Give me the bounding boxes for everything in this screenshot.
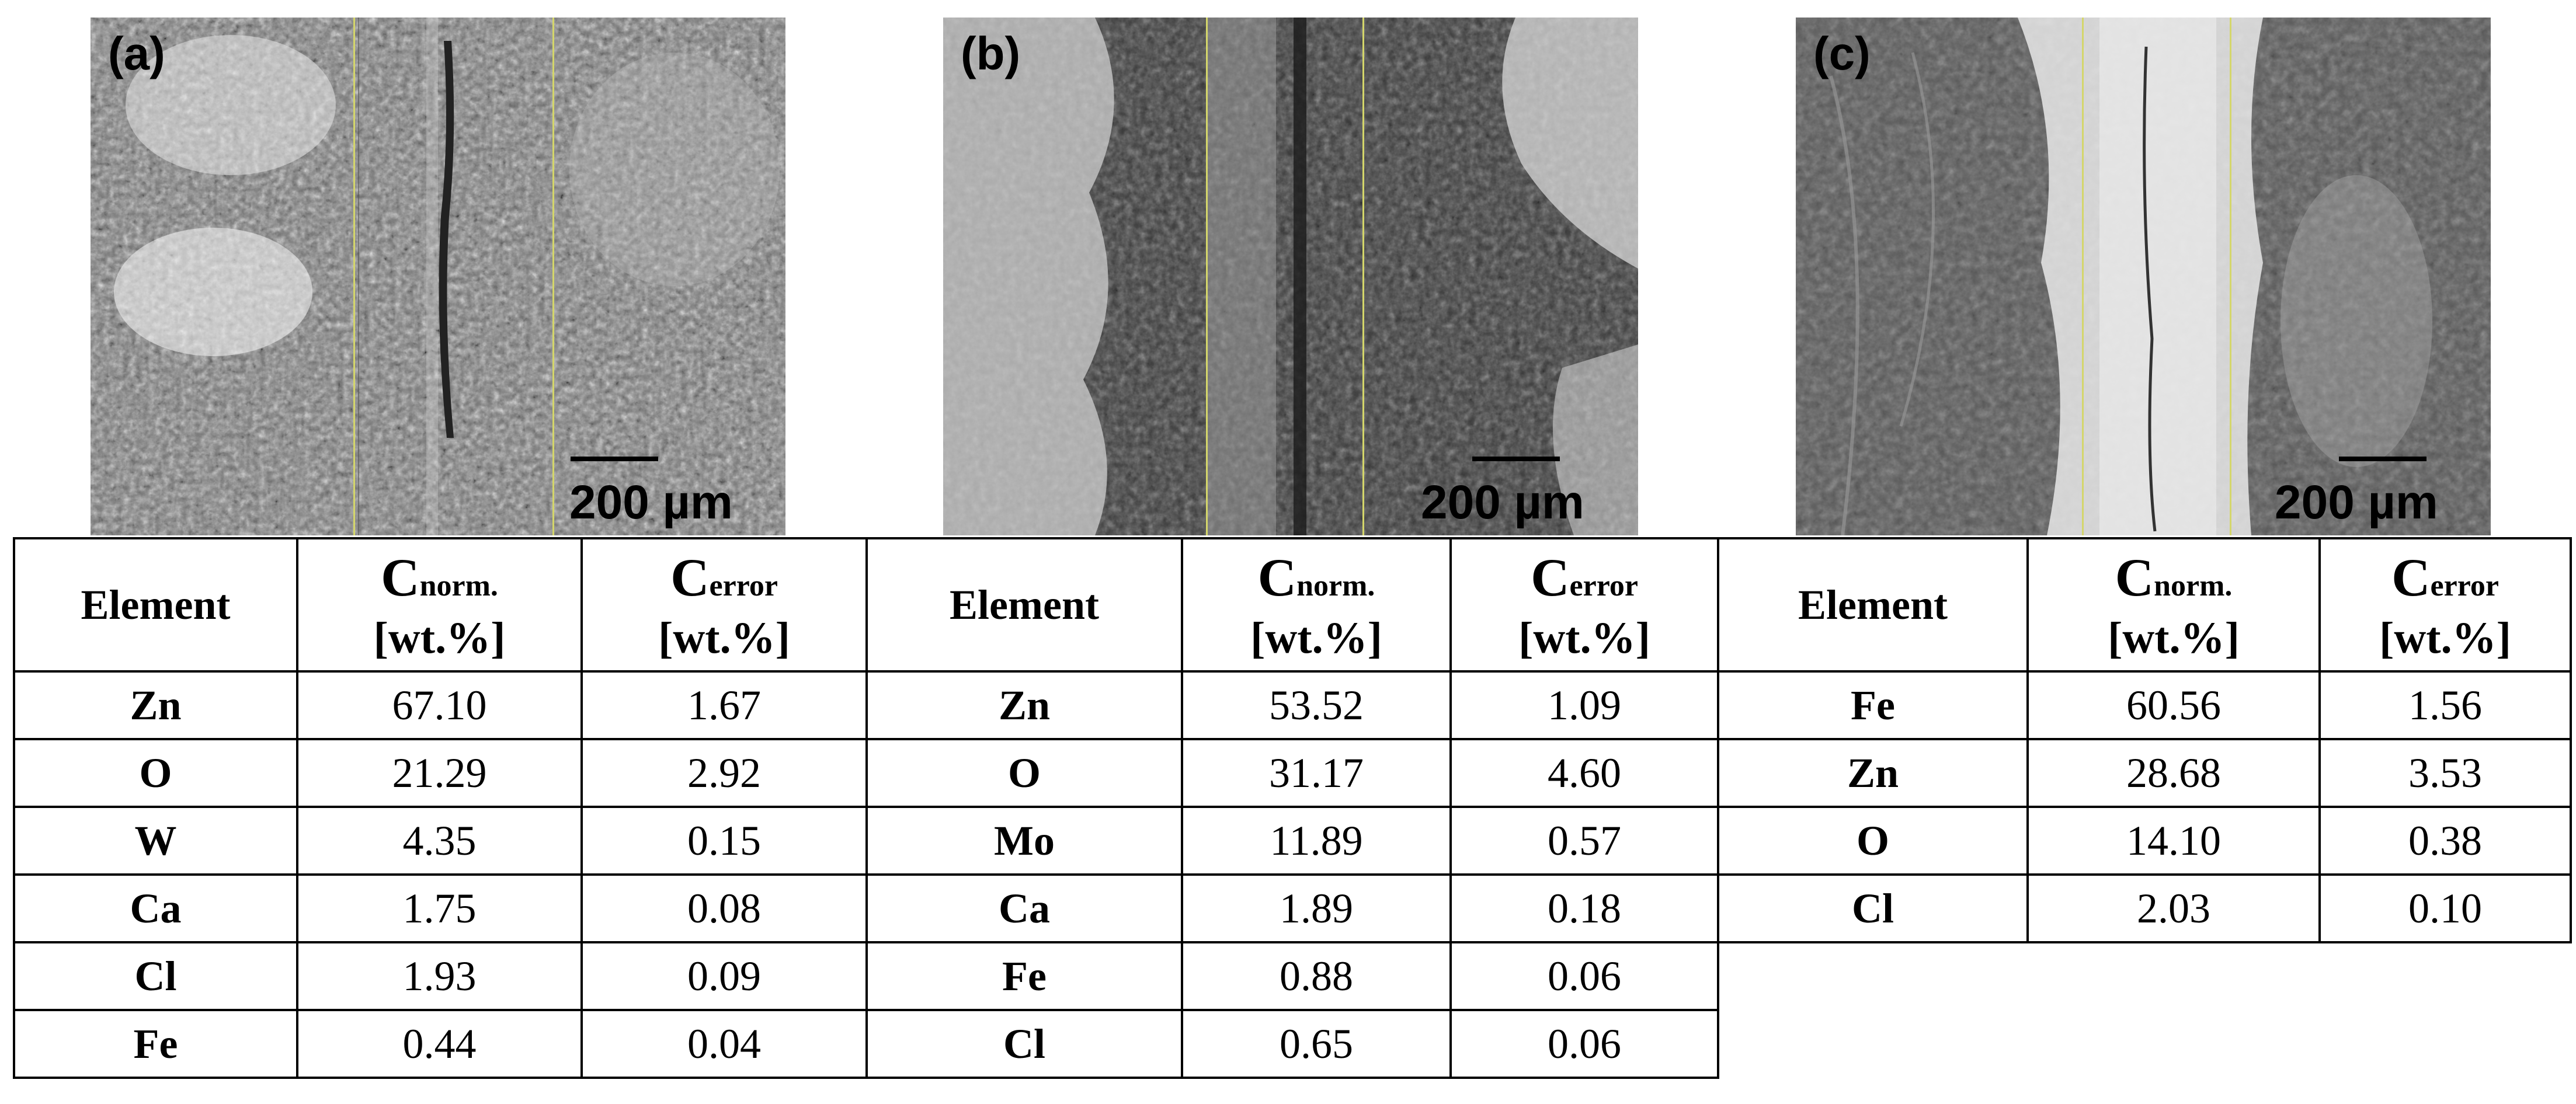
table-row: Zn 53.52 1.09: [865, 670, 1719, 740]
table-row: Cl 1.93 0.09: [13, 941, 868, 1011]
table-row: Zn 28.68 3.53: [1717, 738, 2572, 808]
table-row: Ca 1.89 0.18: [865, 873, 1719, 943]
table-row: W 4.35 0.15: [13, 806, 868, 876]
analysis-region-box: [1206, 18, 1364, 535]
table-row: O 14.10 0.38: [1717, 806, 2572, 876]
scale-label: 200 µm: [569, 476, 733, 529]
table-row: O 31.17 4.60: [865, 738, 1719, 808]
eds-table-a: Element Cnorm. [wt.%] Cerror [wt.%] Zn 67.1…: [13, 537, 868, 1079]
eds-table-b: Element Cnorm. [wt.%] Cerror [wt.%] Zn 53.5…: [865, 537, 1719, 1079]
sem-image-c: (c) 200 µm: [1796, 18, 2491, 535]
sem-texture-c: [1796, 18, 2491, 535]
sem-texture-a: [91, 18, 785, 535]
table-row: Zn 67.10 1.67: [13, 670, 868, 740]
sem-image-a: (a) 200 µm: [91, 18, 785, 535]
table-header-row: Element Cnorm. [wt.%] Cerror [wt.%]: [865, 537, 1719, 673]
c-norm-header: Cnorm. [wt.%]: [296, 537, 583, 673]
table-row: Fe 60.56 1.56: [1717, 670, 2572, 740]
element-header: Element: [1717, 537, 2029, 673]
analysis-region-box: [353, 18, 554, 535]
scale-label: 200 µm: [2275, 476, 2438, 529]
panel-label-a: (a): [108, 27, 165, 79]
scale-bar: [1472, 457, 1560, 461]
eds-table-c: Element Cnorm. [wt.%] Cerror [wt.%] Fe 60.5…: [1717, 537, 2572, 943]
scale-bar: [2339, 457, 2426, 461]
c-norm-header: Cnorm. [wt.%]: [2026, 537, 2321, 673]
table-header-row: Element Cnorm. [wt.%] Cerror [wt.%]: [13, 537, 868, 673]
table-row: Cl 0.65 0.06: [865, 1009, 1719, 1079]
element-header: Element: [13, 537, 298, 673]
sem-image-b: (b) 200 µm: [943, 18, 1638, 535]
sem-texture-b: [943, 18, 1638, 535]
c-error-header: Cerror [wt.%]: [1449, 537, 1719, 673]
scale-label: 200 µm: [1421, 476, 1584, 529]
table-row: O 21.29 2.92: [13, 738, 868, 808]
table-row: Fe 0.88 0.06: [865, 941, 1719, 1011]
c-norm-header: Cnorm. [wt.%]: [1181, 537, 1452, 673]
table-row: Cl 2.03 0.10: [1717, 873, 2572, 943]
table-header-row: Element Cnorm. [wt.%] Cerror [wt.%]: [1717, 537, 2572, 673]
panel-label-c: (c): [1813, 27, 1871, 79]
panel-label-b: (b): [961, 27, 1021, 79]
table-row: Ca 1.75 0.08: [13, 873, 868, 943]
table-row: Mo 11.89 0.57: [865, 806, 1719, 876]
table-row: Fe 0.44 0.04: [13, 1009, 868, 1079]
scale-bar: [571, 457, 658, 461]
c-error-header: Cerror [wt.%]: [580, 537, 868, 673]
analysis-region-box: [2082, 18, 2231, 535]
c-error-header: Cerror [wt.%]: [2318, 537, 2572, 673]
element-header: Element: [865, 537, 1183, 673]
